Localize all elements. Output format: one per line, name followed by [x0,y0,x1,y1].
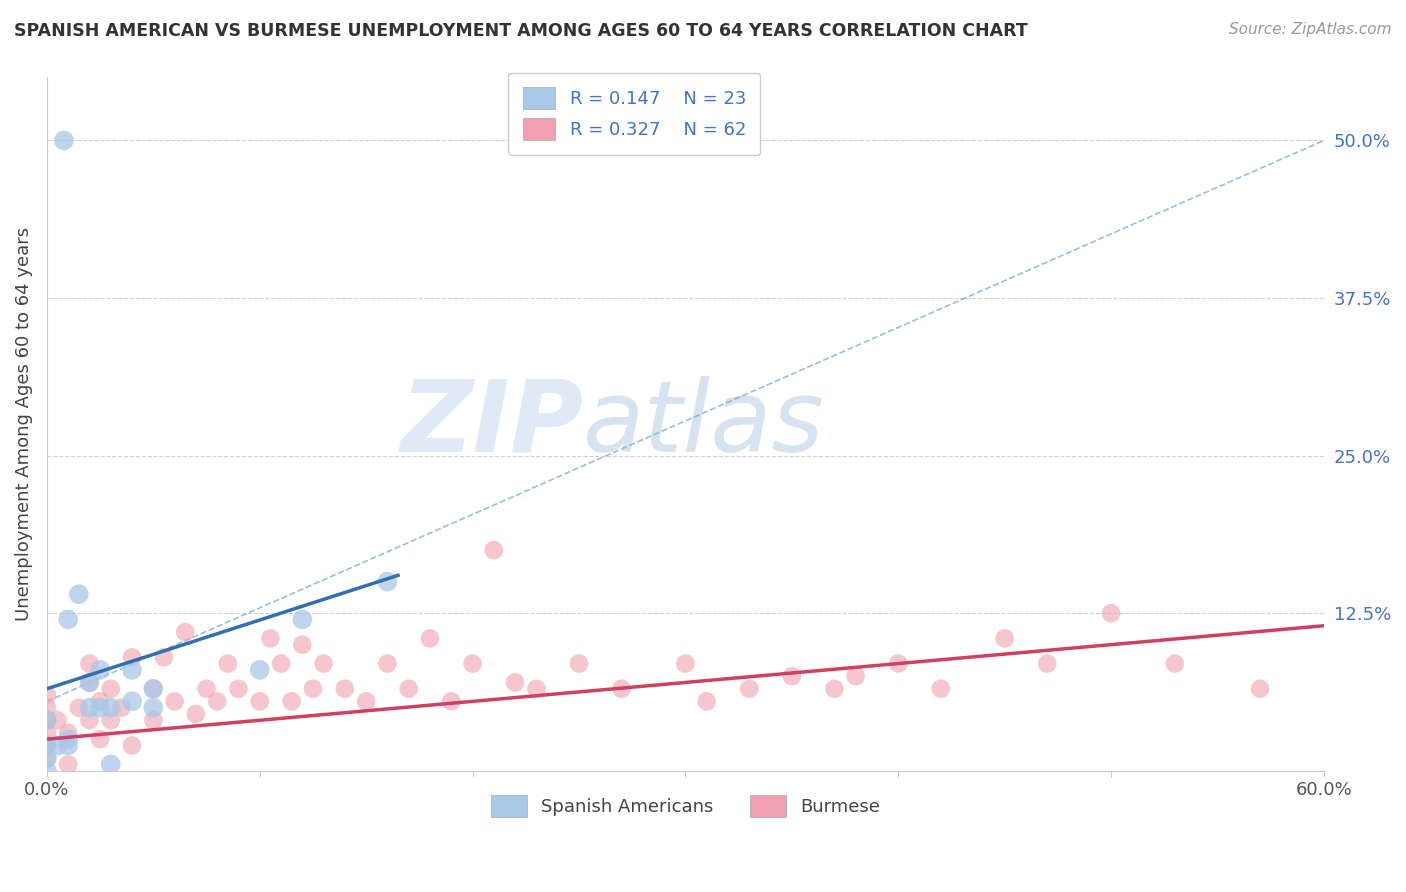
Point [291,638,314,652]
Point [35,726,58,740]
Point [696,694,718,708]
Point [482,543,505,558]
Point [56,732,79,747]
Point [89,700,111,714]
Point [205,694,228,708]
Point [568,657,591,671]
Point [398,681,420,696]
Point [610,681,633,696]
Point [1249,681,1271,696]
Point [121,739,143,753]
Point [228,681,250,696]
Point [184,706,207,721]
Point [142,681,165,696]
Point [195,681,218,696]
Point [67,700,90,714]
Point [153,650,176,665]
Point [142,700,165,714]
Point [100,681,122,696]
Point [217,657,239,671]
Y-axis label: Unemployment Among Ages 60 to 64 years: Unemployment Among Ages 60 to 64 years [15,227,32,621]
Point [333,681,356,696]
Point [35,713,58,727]
Point [89,663,111,677]
Point [89,694,111,708]
Point [35,739,58,753]
Point [280,694,302,708]
Point [56,726,79,740]
Point [419,632,441,646]
Point [1099,606,1122,620]
Point [79,657,101,671]
Point [1164,657,1187,671]
Point [461,657,484,671]
Point [354,694,377,708]
Text: SPANISH AMERICAN VS BURMESE UNEMPLOYMENT AMONG AGES 60 TO 64 YEARS CORRELATION C: SPANISH AMERICAN VS BURMESE UNEMPLOYMENT… [14,22,1028,40]
Point [174,625,197,640]
Point [780,669,803,683]
Point [56,757,79,772]
Point [929,681,952,696]
Point [89,732,111,747]
Point [46,739,69,753]
Point [79,675,101,690]
Point [302,681,325,696]
Point [35,751,58,765]
Point [52,133,75,147]
Text: ZIP: ZIP [401,376,583,473]
Point [79,675,101,690]
Point [121,663,143,677]
Point [110,700,132,714]
Point [100,757,122,772]
Point [142,713,165,727]
Point [79,713,101,727]
Point [887,657,910,671]
Point [67,587,90,601]
Point [291,612,314,626]
Point [249,663,271,677]
Point [377,574,399,589]
Point [163,694,186,708]
Point [1036,657,1059,671]
Point [738,681,761,696]
Point [312,657,335,671]
Point [46,713,69,727]
Point [56,739,79,753]
Point [823,681,845,696]
Point [121,694,143,708]
Point [35,700,58,714]
Point [100,700,122,714]
Point [79,700,101,714]
Point [845,669,868,683]
Point [994,632,1017,646]
Point [35,764,58,778]
Text: Source: ZipAtlas.com: Source: ZipAtlas.com [1229,22,1392,37]
Point [121,650,143,665]
Point [142,681,165,696]
Text: atlas: atlas [583,376,825,473]
Point [526,681,548,696]
Point [35,713,58,727]
Point [503,675,526,690]
Point [35,688,58,702]
Point [56,612,79,626]
Legend: Spanish Americans, Burmese: Spanish Americans, Burmese [484,788,887,824]
Point [673,657,696,671]
Point [377,657,399,671]
Point [259,632,281,646]
Point [100,713,122,727]
Point [249,694,271,708]
Point [270,657,292,671]
Point [35,751,58,765]
Point [440,694,463,708]
Point [35,739,58,753]
